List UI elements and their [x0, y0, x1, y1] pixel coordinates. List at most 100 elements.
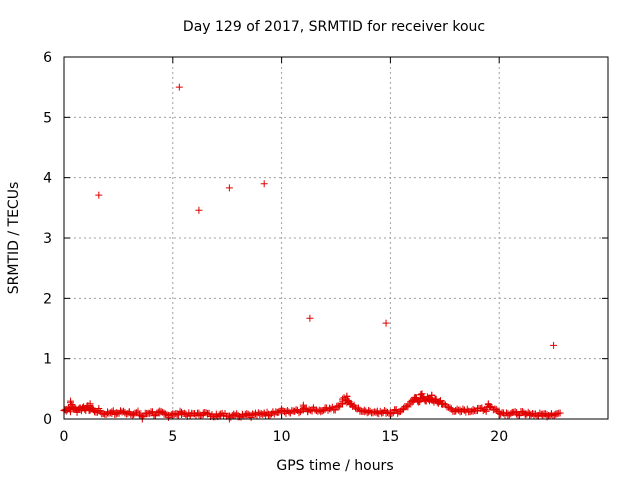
grid-lines: [64, 57, 608, 419]
data-point-dense: [225, 412, 233, 420]
data-point-dense: [372, 408, 380, 416]
data-point-dense: [555, 409, 563, 417]
data-point: [225, 184, 233, 192]
data-point-dense: [215, 411, 223, 419]
data-point-dense: [516, 411, 524, 419]
data-point-dense: [93, 408, 101, 416]
data-point-dense: [349, 403, 357, 411]
y-tick-label: 3: [43, 231, 52, 247]
data-point-dense: [479, 407, 487, 415]
data-point-dense: [233, 410, 241, 418]
data-point-dense: [376, 407, 384, 415]
data-point-dense: [135, 411, 143, 419]
data-point-dense: [157, 408, 165, 416]
data-point-dense: [298, 406, 306, 414]
data-point-dense: [249, 410, 257, 418]
data-point-dense: [440, 400, 448, 408]
x-tick-label: 20: [490, 429, 508, 445]
data-point-dense: [486, 403, 494, 411]
data-point-dense: [159, 408, 167, 416]
data-point-dense: [507, 410, 515, 418]
data-point-dense: [260, 410, 268, 418]
data-point-dense: [344, 396, 352, 404]
data-point-dense: [86, 400, 94, 408]
data-point-dense: [446, 404, 454, 412]
data-point-dense: [550, 411, 558, 419]
data-point-dense: [299, 401, 307, 409]
data-point-dense: [109, 407, 117, 415]
data-point-dense: [334, 403, 342, 411]
data-point-dense: [439, 400, 447, 408]
data-point-dense: [166, 412, 174, 420]
data-point-dense: [170, 410, 178, 418]
data-point-dense: [198, 412, 206, 420]
y-tick-label: 5: [43, 110, 52, 126]
data-point-dense: [104, 408, 112, 416]
y-tick-label: 2: [43, 291, 52, 307]
x-tick-label: 5: [168, 429, 177, 445]
chart-title: Day 129 of 2017, SRMTID for receiver kou…: [183, 19, 485, 35]
data-point-dense: [347, 400, 355, 408]
data-point-dense: [212, 412, 220, 420]
data-point-dense: [240, 412, 248, 420]
data-point-dense: [482, 407, 490, 415]
data-point-dense: [272, 408, 280, 416]
data-point-dense: [67, 397, 75, 405]
data-point-dense: [404, 403, 412, 411]
data-point-dense: [331, 406, 339, 414]
data-point-dense: [330, 405, 338, 413]
data-point-dense: [343, 393, 351, 401]
data-point-dense: [162, 410, 170, 418]
y-tick-label: 0: [43, 412, 52, 428]
data-point: [195, 206, 203, 214]
y-tick-label: 1: [43, 352, 52, 368]
data-point-dense: [302, 404, 310, 412]
data-point-dense: [117, 407, 125, 415]
data-point: [175, 83, 183, 91]
data-point: [550, 341, 558, 349]
data-point-dense: [231, 411, 239, 419]
data-point-dense: [175, 411, 183, 419]
data-point-dense: [134, 407, 142, 415]
data-point: [306, 314, 314, 322]
data-point-dense: [549, 412, 557, 420]
axis-ticks: 0 5 10 15 20 0 1 2 3 4 5 6: [43, 50, 608, 445]
data-point-dense: [90, 407, 98, 415]
data-points: [60, 83, 564, 423]
data-point-dense: [418, 390, 426, 398]
y-axis-label: SRMTID / TECUs: [6, 182, 22, 295]
data-point-dense: [275, 408, 283, 416]
data-point-dense: [67, 408, 75, 416]
data-point-dense: [366, 407, 374, 415]
data-point-dense: [205, 409, 213, 417]
data-point-dense: [259, 411, 267, 419]
data-point-dense: [254, 409, 262, 417]
data-point-dense: [443, 403, 451, 411]
data-point: [95, 191, 103, 199]
data-point: [382, 319, 390, 327]
data-point-dense: [428, 391, 436, 399]
data-point-dense: [354, 404, 362, 412]
data-point-dense: [324, 406, 332, 414]
data-point-dense: [124, 409, 132, 417]
y-tick-label: 4: [43, 171, 52, 187]
data-point-dense: [436, 397, 444, 405]
x-axis-label: GPS time / hours: [276, 458, 393, 474]
data-point-dense: [398, 406, 406, 414]
data-point-dense: [552, 410, 560, 418]
data-point-dense: [497, 410, 505, 418]
data-point-dense: [156, 407, 164, 415]
data-point-dense: [415, 398, 423, 406]
y-tick-label: 6: [43, 50, 52, 66]
data-point-dense: [411, 394, 419, 402]
data-point: [260, 180, 268, 188]
plot-area: [63, 56, 609, 420]
data-point-dense: [68, 400, 76, 408]
data-point-dense: [339, 397, 347, 405]
x-tick-label: 15: [381, 429, 399, 445]
x-tick-label: 10: [273, 429, 291, 445]
data-point-dense: [95, 405, 103, 413]
data-point-dense: [318, 407, 326, 415]
data-point-dense: [492, 405, 500, 413]
